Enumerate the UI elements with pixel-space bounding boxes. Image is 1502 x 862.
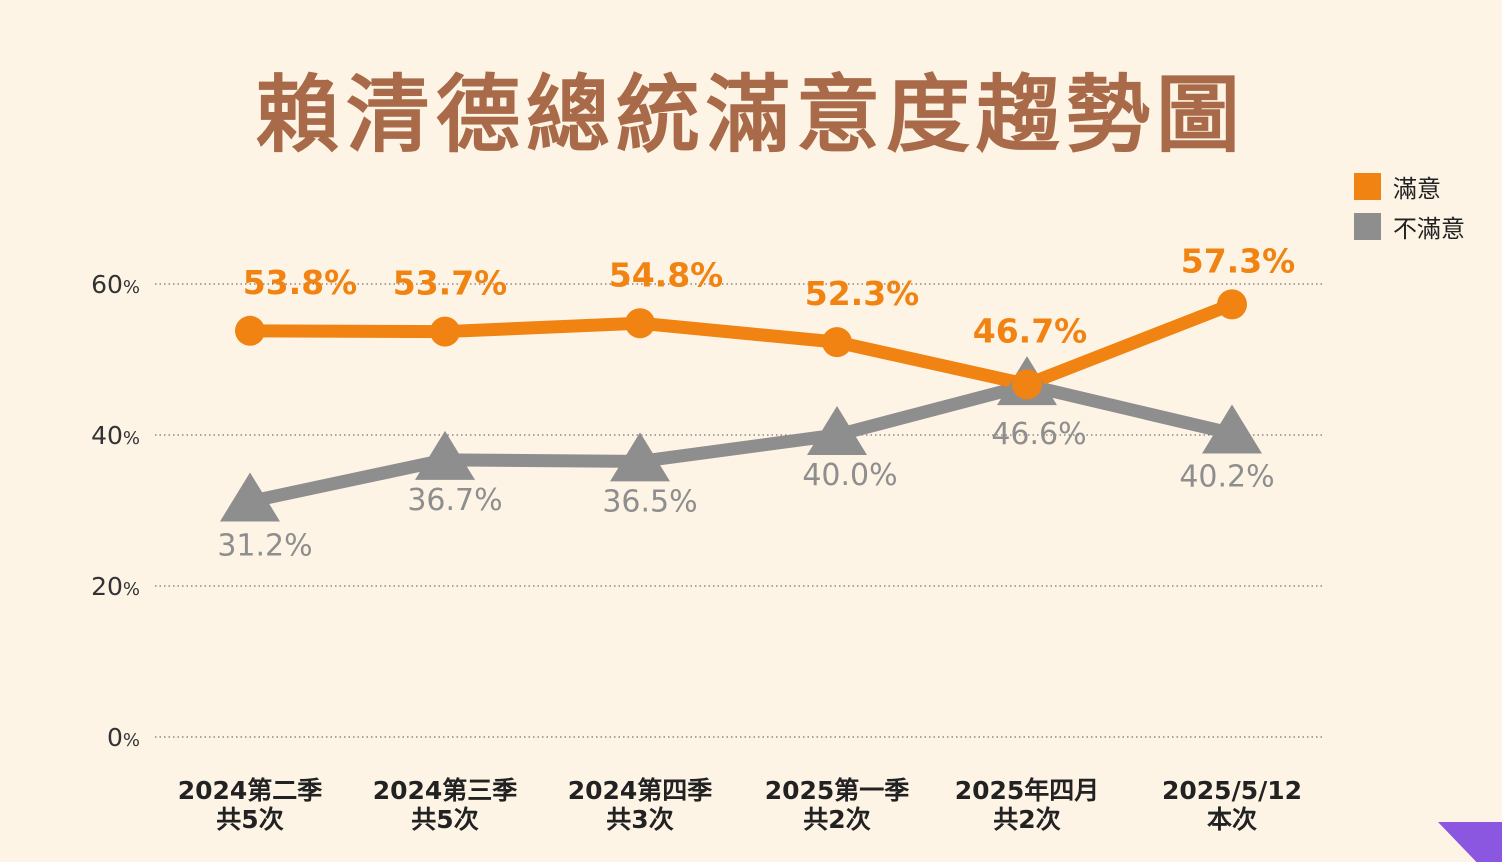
x-tick-label-2: 2024第四季 — [568, 776, 713, 805]
legend-swatch-dissatisfied — [1354, 212, 1381, 240]
y-tick-label-40: 40% — [91, 421, 140, 450]
chart-title: 賴清德總統滿意度趨勢圖 — [255, 66, 1246, 164]
satisfied-point-3 — [822, 327, 852, 358]
x-tick-label-3: 2025第一季 — [765, 776, 910, 805]
x-tick-sublabel-0: 共5次 — [216, 805, 283, 834]
y-tick-label-20: 20% — [91, 572, 140, 601]
satisfied-label-2: 54.8% — [609, 255, 724, 294]
legend: 滿意 不滿意 — [1354, 166, 1465, 246]
series-line-dissatisfied — [243, 378, 1239, 508]
x-tick-label-0: 2024第二季 — [178, 776, 323, 805]
legend-label-dissatisfied: 不滿意 — [1393, 214, 1465, 243]
dissatisfied-label-3: 40.0% — [802, 458, 897, 493]
y-tick-label-60: 60% — [91, 270, 140, 299]
dissatisfied-point-1 — [415, 430, 475, 480]
satisfied-label-4: 46.7% — [973, 311, 1088, 350]
x-tick-sublabel-2: 共3次 — [606, 805, 673, 834]
satisfied-label-5: 57.3% — [1181, 241, 1296, 280]
x-tick-label-1: 2024第三季 — [373, 776, 518, 805]
x-tick-label-5: 2025/5/12 — [1162, 776, 1302, 805]
satisfied-label-3: 52.3% — [805, 274, 920, 313]
y-tick-label-0: 0% — [107, 723, 140, 752]
x-tick-sublabel-5: 本次 — [1207, 805, 1257, 834]
x-tick-sublabel-3: 共2次 — [803, 805, 870, 834]
satisfied-label-0: 53.8% — [243, 263, 358, 302]
legend-item-dissatisfied: 不滿意 — [1354, 206, 1465, 246]
dissatisfied-label-5: 40.2% — [1179, 459, 1274, 494]
dissatisfied-point-3 — [807, 406, 867, 455]
dissatisfied-label-2: 36.5% — [602, 484, 697, 519]
legend-swatch-satisfied — [1354, 172, 1381, 200]
satisfied-point-4 — [1012, 369, 1042, 400]
x-tick-label-4: 2025年四月 — [955, 776, 1100, 805]
satisfied-point-1 — [430, 316, 460, 347]
dissatisfied-point-5 — [1202, 404, 1262, 454]
legend-label-satisfied: 滿意 — [1393, 174, 1441, 203]
dissatisfied-label-1: 36.7% — [407, 483, 502, 518]
legend-item-satisfied: 滿意 — [1354, 166, 1465, 206]
satisfied-point-2 — [625, 308, 655, 339]
dissatisfied-label-0: 31.2% — [217, 528, 312, 563]
dissatisfied-label-4: 46.6% — [991, 417, 1086, 452]
satisfied-point-5 — [1217, 289, 1247, 320]
dissatisfied-point-0 — [220, 472, 280, 522]
series-line-satisfied — [243, 297, 1239, 391]
satisfied-label-1: 53.7% — [393, 264, 508, 303]
x-tick-sublabel-1: 共5次 — [411, 805, 478, 834]
satisfied-point-0 — [235, 315, 265, 346]
dissatisfied-point-2 — [610, 432, 670, 482]
x-tick-sublabel-4: 共2次 — [993, 805, 1060, 834]
